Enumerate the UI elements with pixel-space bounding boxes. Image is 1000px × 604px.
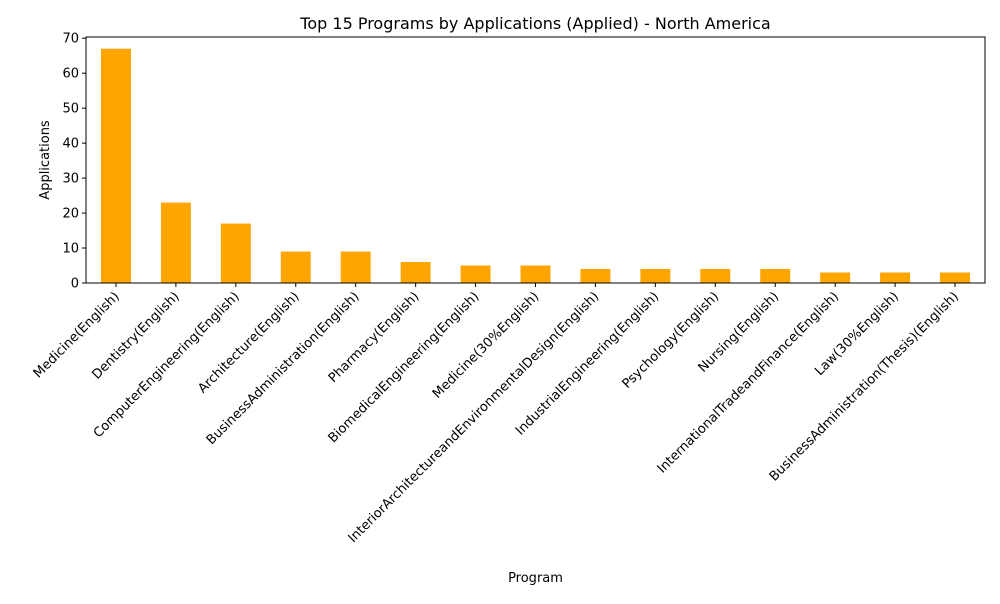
x-axis-label: Program xyxy=(508,571,563,586)
bar xyxy=(160,202,191,283)
bar xyxy=(580,269,611,283)
y-axis-label: Applications xyxy=(38,120,53,200)
bar xyxy=(700,269,731,283)
bar xyxy=(880,272,911,283)
bars xyxy=(100,48,971,283)
bar xyxy=(220,223,251,283)
y-tick-label: 70 xyxy=(62,32,79,47)
bar xyxy=(280,251,311,283)
bar xyxy=(520,265,551,283)
bar xyxy=(340,251,371,283)
bar xyxy=(760,269,791,283)
ticks: 010203040506070Medicine(English)Dentistr… xyxy=(31,32,962,546)
y-tick-label: 10 xyxy=(62,242,79,257)
bar xyxy=(400,262,431,283)
y-tick-label: 40 xyxy=(62,137,79,152)
y-tick-label: 30 xyxy=(62,172,79,187)
bar xyxy=(640,269,671,283)
x-tick-label: Medicine(30%English) xyxy=(430,289,542,401)
bar xyxy=(940,272,971,283)
bar xyxy=(100,48,131,283)
y-tick-label: 50 xyxy=(62,102,79,117)
bar xyxy=(460,265,491,283)
x-tick-label: Architecture(English) xyxy=(195,289,302,396)
y-tick-label: 0 xyxy=(71,277,79,292)
bar xyxy=(820,272,851,283)
y-tick-label: 20 xyxy=(62,207,79,222)
y-tick-label: 60 xyxy=(62,67,79,82)
chart-title: Top 15 Programs by Applications (Applied… xyxy=(299,14,770,33)
